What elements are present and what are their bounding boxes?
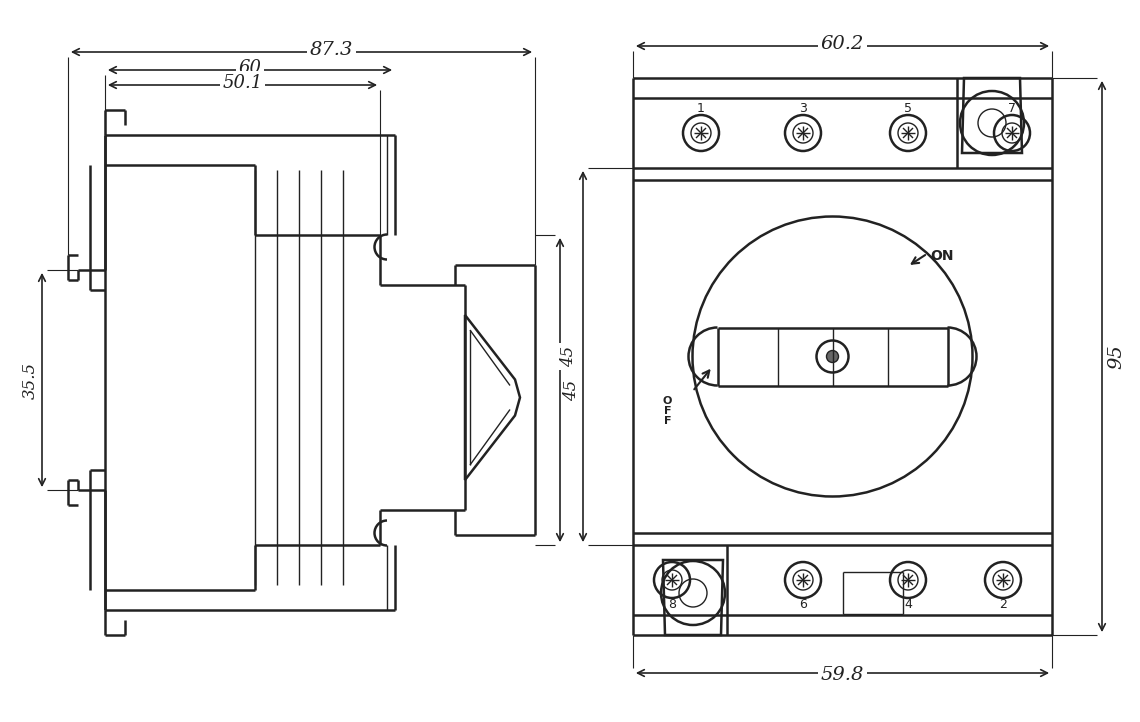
Text: 60.2: 60.2 [821,35,864,53]
Text: ON: ON [930,250,954,264]
Text: O
F
F: O F F [662,396,673,427]
Text: 5: 5 [904,102,912,115]
Text: 59.8: 59.8 [821,666,864,684]
Text: 87.3: 87.3 [310,41,353,59]
Text: 60: 60 [238,59,261,77]
Text: 7: 7 [1008,102,1016,115]
Text: 4: 4 [904,599,912,612]
Text: 8: 8 [668,599,676,612]
Text: 2: 2 [999,599,1007,612]
Text: 45: 45 [563,379,580,401]
Text: 3: 3 [799,102,807,115]
Text: 1: 1 [697,102,705,115]
Text: 95: 95 [1107,344,1125,369]
Text: 35.5: 35.5 [22,362,39,399]
Text: 45: 45 [561,346,578,367]
Circle shape [826,350,839,362]
Text: 6: 6 [799,599,807,612]
Text: 50.1: 50.1 [222,74,262,92]
